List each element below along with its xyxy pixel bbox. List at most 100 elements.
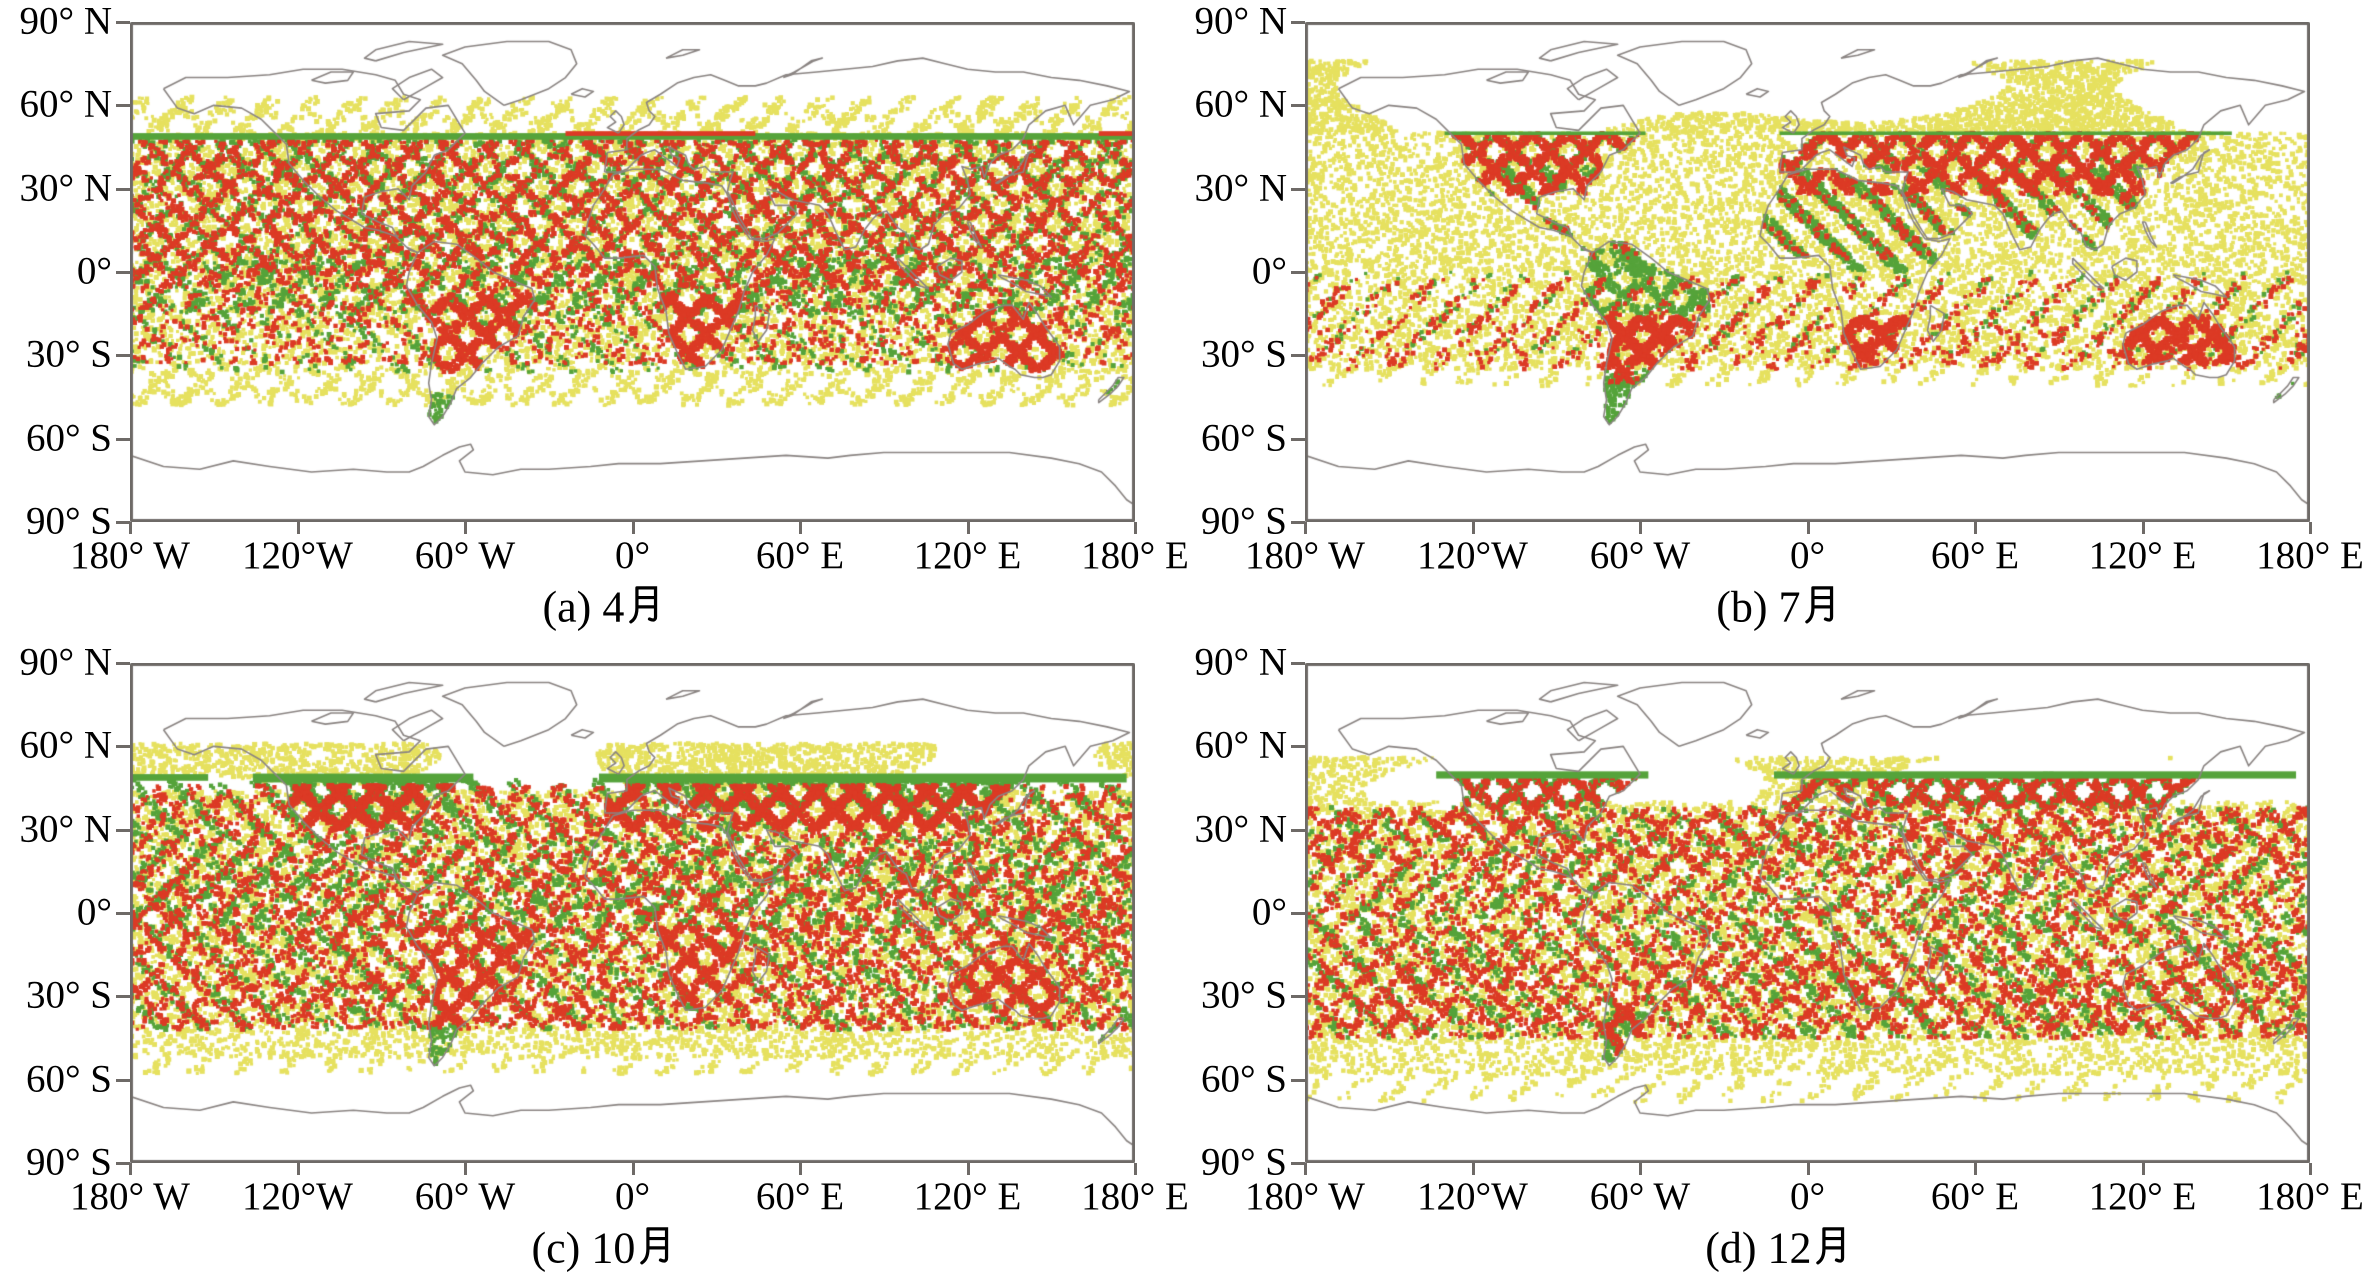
x-axis-tick-label: 120° E bbox=[913, 1175, 1022, 1218]
x-axis-tick-label: 180° E bbox=[2256, 1175, 2364, 1218]
y-axis-tick-mark bbox=[1291, 912, 1305, 915]
panel-caption-december: (d) 12 bbox=[1305, 1223, 2310, 1271]
x-axis-tick-mark bbox=[799, 522, 802, 534]
y-axis-tick-mark bbox=[1291, 1078, 1305, 1082]
y-axis-tick-mark bbox=[116, 1078, 130, 1082]
y-axis-tick-mark bbox=[116, 104, 130, 108]
cjk-month-glyph bbox=[1805, 586, 1834, 624]
x-axis-tick-mark bbox=[1639, 522, 1642, 534]
x-axis-tick-mark bbox=[2309, 522, 2312, 534]
y-axis-tick-mark bbox=[1291, 187, 1305, 191]
y-axis-tick-mark bbox=[1291, 271, 1305, 274]
x-axis-tick-mark bbox=[631, 522, 635, 534]
x-axis-tick-label: 0° bbox=[614, 534, 651, 577]
y-axis-tick-mark bbox=[116, 21, 130, 24]
x-axis-tick-mark bbox=[799, 1163, 802, 1175]
x-axis-tick-label: 120°W bbox=[242, 534, 353, 577]
y-axis-tick-label: 90° N bbox=[1194, 640, 1287, 684]
y-axis-tick-mark bbox=[1291, 745, 1305, 749]
y-axis-tick-mark bbox=[116, 912, 130, 915]
x-axis-tick-label: 60° E bbox=[755, 534, 845, 577]
y-axis-tick-label: 90° N bbox=[1194, 0, 1287, 43]
y-axis-tick-mark bbox=[116, 995, 130, 999]
y-axis-tick-mark bbox=[116, 828, 130, 832]
x-axis-tick-label: 120°W bbox=[1417, 534, 1528, 577]
panel-caption-april: (a) 4 bbox=[130, 582, 1135, 630]
y-axis-tick-label: 30° S bbox=[25, 974, 112, 1018]
x-axis-tick-label: 60° W bbox=[414, 534, 516, 577]
x-axis-tick-mark bbox=[631, 1163, 635, 1175]
map-canvas-july bbox=[1305, 22, 2310, 522]
x-axis-tick-mark bbox=[1974, 522, 1977, 534]
y-axis-tick-mark bbox=[116, 1162, 130, 1165]
y-axis-tick-label: 90° N bbox=[19, 0, 112, 43]
x-axis-tick-label: 180° W bbox=[1245, 1175, 1365, 1218]
x-axis-tick-label: 60° E bbox=[1930, 534, 2020, 577]
y-axis-tick-mark bbox=[116, 745, 130, 749]
y-axis-tick-label: 0° bbox=[76, 249, 112, 293]
panel-caption-text: (b) 7 bbox=[1716, 582, 1843, 630]
y-axis-tick-label: 60° N bbox=[1194, 724, 1287, 768]
map-canvas-april bbox=[130, 22, 1135, 522]
y-axis-tick-label: 60° S bbox=[25, 416, 112, 460]
y-axis-tick-label: 0° bbox=[1251, 249, 1287, 293]
y-axis-tick-label: 60° S bbox=[25, 1057, 112, 1101]
x-axis-tick-mark bbox=[1806, 1163, 1810, 1175]
x-axis-tick-mark bbox=[296, 522, 300, 534]
y-axis-tick-label: 30° S bbox=[1200, 333, 1287, 377]
y-axis-tick-mark bbox=[1291, 437, 1305, 441]
x-axis-tick-label: 180° E bbox=[1081, 534, 1189, 577]
x-axis-tick-label: 180° W bbox=[1245, 534, 1365, 577]
x-axis-tick-mark bbox=[1304, 1163, 1307, 1175]
x-axis-tick-mark bbox=[966, 1163, 970, 1175]
y-axis-tick-mark bbox=[116, 662, 130, 665]
x-axis-tick-label: 0° bbox=[1789, 534, 1826, 577]
y-axis-tick-mark bbox=[116, 271, 130, 274]
y-axis-tick-mark bbox=[116, 521, 130, 524]
x-axis-tick-mark bbox=[1806, 522, 1810, 534]
panel-caption-text: (d) 12 bbox=[1705, 1223, 1854, 1271]
y-axis-tick-label: 90° S bbox=[1200, 1140, 1287, 1184]
y-axis-tick-label: 90° S bbox=[25, 499, 112, 543]
x-axis-tick-label: 120° E bbox=[2088, 1175, 2197, 1218]
cjk-month-glyph bbox=[629, 586, 658, 624]
y-axis-tick-mark bbox=[116, 354, 130, 358]
x-axis-tick-mark bbox=[966, 522, 970, 534]
x-axis-tick-label: 60° W bbox=[414, 1175, 516, 1218]
x-axis-tick-mark bbox=[1471, 522, 1475, 534]
panel-caption-july: (b) 7 bbox=[1305, 582, 2310, 630]
x-axis-tick-label: 120°W bbox=[242, 1175, 353, 1218]
y-axis-tick-label: 60° S bbox=[1200, 1057, 1287, 1101]
y-axis-tick-mark bbox=[1291, 662, 1305, 665]
x-axis-tick-mark bbox=[2309, 1163, 2312, 1175]
panel-caption-text: (a) 4 bbox=[542, 582, 666, 630]
panel-caption-text: (c) 10 bbox=[531, 1223, 677, 1271]
y-axis-tick-label: 90° S bbox=[25, 1140, 112, 1184]
y-axis-tick-label: 30° S bbox=[25, 333, 112, 377]
y-axis-tick-mark bbox=[1291, 104, 1305, 108]
x-axis-tick-mark bbox=[464, 522, 467, 534]
x-axis-tick-mark bbox=[2141, 1163, 2145, 1175]
y-axis-tick-mark bbox=[1291, 354, 1305, 358]
y-axis-tick-label: 60° N bbox=[19, 724, 112, 768]
x-axis-tick-label: 120°W bbox=[1417, 1175, 1528, 1218]
y-axis-tick-label: 60° S bbox=[1200, 416, 1287, 460]
x-axis-tick-label: 180° E bbox=[2256, 534, 2364, 577]
x-axis-tick-label: 180° W bbox=[70, 1175, 190, 1218]
y-axis-tick-label: 30° S bbox=[1200, 974, 1287, 1018]
y-axis-tick-label: 30° N bbox=[19, 807, 112, 851]
x-axis-tick-mark bbox=[1304, 522, 1307, 534]
y-axis-tick-mark bbox=[1291, 521, 1305, 524]
x-axis-tick-label: 120° E bbox=[913, 534, 1022, 577]
map-panel-july: (b) 7 180° W 120°W 60° W 0° 60° E 120° E 180° … bbox=[1194, 2, 2363, 629]
y-axis-tick-mark bbox=[116, 187, 130, 191]
y-axis-tick-label: 60° N bbox=[19, 83, 112, 127]
x-axis-tick-mark bbox=[1134, 522, 1137, 534]
cjk-month-glyph bbox=[1816, 1227, 1845, 1265]
x-axis-tick-mark bbox=[2141, 522, 2145, 534]
x-axis-tick-label: 0° bbox=[1789, 1175, 1826, 1218]
x-axis-tick-label: 120° E bbox=[2088, 534, 2197, 577]
map-canvas-october bbox=[130, 663, 1135, 1163]
x-axis-tick-mark bbox=[129, 1163, 132, 1175]
y-axis-tick-mark bbox=[116, 437, 130, 441]
